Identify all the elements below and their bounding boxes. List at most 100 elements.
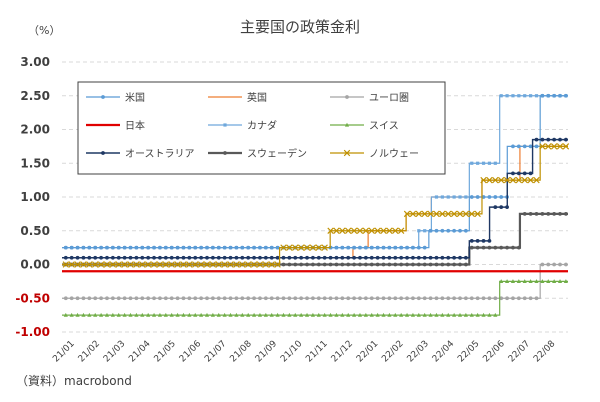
x-tick-label: 22/06	[481, 339, 507, 365]
data-marker	[99, 255, 103, 260]
x-tick-label: 21/02	[77, 339, 102, 364]
data-marker	[240, 255, 245, 260]
data-marker	[340, 245, 345, 250]
legend-label: オーストラリア	[125, 148, 195, 160]
data-marker	[140, 255, 145, 260]
data-marker	[481, 296, 486, 301]
data-marker	[287, 312, 292, 317]
data-marker	[287, 255, 292, 260]
legend-label: ノルウェー	[369, 148, 419, 160]
data-marker	[393, 312, 398, 317]
y-tick-label: 1.00	[20, 190, 50, 204]
data-marker	[393, 296, 398, 301]
data-marker	[564, 93, 568, 98]
data-marker	[344, 122, 350, 127]
data-marker	[258, 296, 262, 301]
data-marker	[263, 312, 268, 317]
data-marker	[515, 176, 523, 184]
data-marker	[540, 262, 545, 267]
data-marker	[169, 296, 174, 301]
y-tick-label: 0.50	[20, 224, 50, 238]
data-marker	[68, 261, 75, 268]
data-marker	[340, 296, 345, 301]
data-marker	[87, 296, 92, 301]
series-7	[62, 137, 568, 260]
data-marker	[158, 255, 162, 260]
data-marker	[356, 227, 364, 234]
data-marker	[281, 296, 286, 301]
data-marker	[269, 255, 274, 260]
data-marker	[146, 255, 151, 260]
data-marker	[422, 296, 427, 301]
data-marker	[127, 261, 134, 268]
data-marker	[115, 261, 122, 268]
legend-box	[77, 81, 446, 175]
data-marker	[274, 261, 281, 268]
legend-entry: ユーロ圏	[330, 92, 409, 104]
data-marker	[227, 261, 234, 268]
data-marker	[87, 312, 92, 317]
data-marker	[387, 262, 392, 267]
legend-label: 日本	[125, 119, 145, 132]
data-marker	[423, 229, 427, 233]
data-marker	[128, 296, 133, 301]
data-marker	[493, 245, 498, 250]
y-tick-label: 2.50	[20, 89, 50, 103]
data-marker	[162, 261, 170, 268]
data-marker	[434, 255, 439, 260]
data-marker	[458, 195, 462, 199]
source-note: （資料）macrobond	[16, 374, 132, 388]
data-marker	[315, 244, 322, 251]
series-9	[62, 143, 570, 268]
data-marker	[564, 262, 568, 267]
data-marker	[134, 255, 139, 260]
data-marker	[233, 261, 240, 268]
data-marker	[257, 312, 263, 317]
series-lines	[62, 93, 570, 317]
data-marker	[293, 296, 298, 301]
x-tick-label: 22/01	[355, 339, 380, 364]
data-marker	[352, 296, 356, 301]
data-marker	[215, 261, 222, 268]
data-marker	[440, 262, 445, 267]
data-marker	[422, 245, 427, 250]
legend-label: 英国	[247, 91, 267, 104]
data-marker	[299, 296, 304, 301]
data-marker	[299, 255, 304, 260]
data-marker	[328, 296, 333, 301]
data-marker	[105, 245, 109, 250]
data-marker	[62, 261, 69, 268]
data-marker	[340, 255, 345, 260]
data-marker	[139, 261, 146, 268]
x-tick-label: 21/09	[254, 339, 280, 365]
data-marker	[281, 255, 286, 260]
data-marker	[363, 245, 368, 250]
data-marker	[421, 210, 428, 218]
data-marker	[517, 94, 521, 98]
data-marker	[156, 261, 164, 268]
x-tick-label: 21/10	[279, 339, 305, 365]
data-marker	[169, 312, 174, 317]
data-marker	[193, 255, 198, 260]
data-marker	[334, 245, 339, 250]
data-marker	[311, 255, 315, 260]
data-marker	[434, 312, 439, 317]
data-marker	[405, 262, 409, 267]
data-marker	[492, 176, 499, 184]
data-marker	[411, 296, 415, 301]
data-marker	[375, 245, 380, 250]
data-marker	[144, 261, 152, 268]
data-marker	[269, 245, 274, 250]
data-marker	[363, 262, 368, 267]
data-marker	[316, 262, 321, 267]
series-line	[62, 280, 568, 316]
data-marker	[440, 296, 445, 301]
data-marker	[516, 245, 521, 250]
data-marker	[558, 93, 562, 98]
data-marker	[275, 312, 280, 317]
data-marker	[163, 255, 168, 260]
data-marker	[463, 228, 468, 233]
data-marker	[363, 312, 368, 317]
data-marker	[403, 210, 411, 218]
data-marker	[128, 312, 133, 317]
